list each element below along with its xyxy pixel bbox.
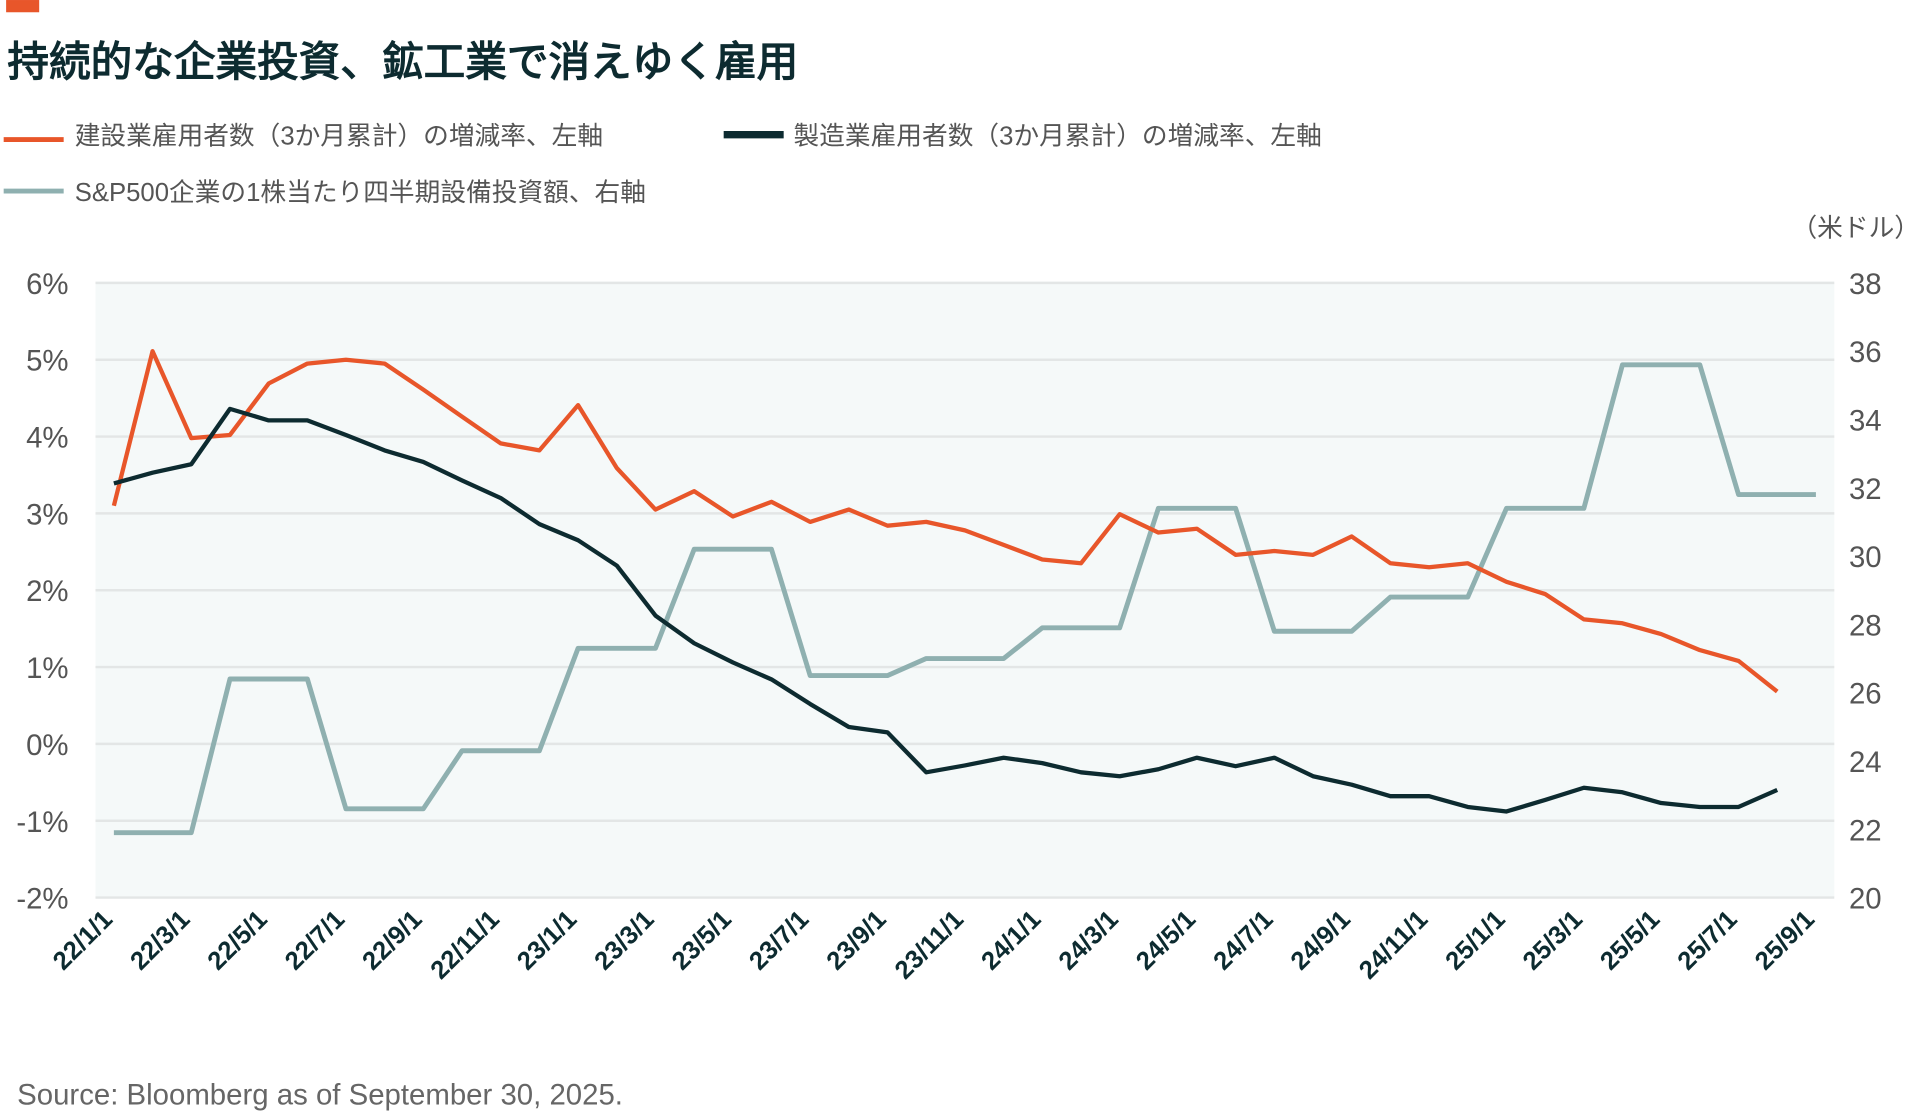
right-tick-label: 38: [1849, 268, 1882, 301]
series-line-construction: [111, 349, 1779, 694]
x-tick-label: 25/5/1: [1595, 905, 1665, 975]
x-axis: 22/1/1 22/3/1 22/5/1 22/7/1 22/9/122/11/1 23/…: [48, 905, 1820, 984]
x-tick-label: 25/7/1: [1672, 905, 1742, 975]
left-tick-label: 2%: [26, 575, 68, 608]
left-tick-label: 3%: [26, 498, 68, 531]
x-tick-label: 22/1/1: [48, 905, 118, 975]
x-tick-label: 23/9/1: [821, 905, 891, 975]
legend-label-construction: 建設業雇用者数（3か月累計）の増減率、左軸: [75, 122, 603, 151]
x-tick-label: 23/1/1: [512, 905, 582, 975]
x-tick-label: 23/11/1: [890, 905, 969, 984]
right-tick-label: 26: [1849, 678, 1882, 711]
left-axis: 6% 5% 4% 3% 2% 1% 0% -1% -2%: [16, 268, 68, 916]
accent-mark: [6, 0, 40, 13]
right-axis-unit: （米ドル）: [1791, 213, 1920, 242]
x-tick-label: 24/5/1: [1131, 905, 1201, 975]
left-tick-label: -1%: [16, 806, 68, 839]
x-tick-label: 23/3/1: [589, 905, 659, 975]
left-tick-label: 1%: [26, 652, 68, 685]
right-axis: 38 36 34 32 30 28 26 24 22 20: [1849, 268, 1882, 916]
left-tick-label: 5%: [26, 345, 68, 378]
x-tick-label: 25/3/1: [1518, 905, 1588, 975]
left-tick-label: -2%: [16, 883, 68, 916]
x-tick-label: 23/5/1: [667, 905, 737, 975]
legend-label-manufacturing: 製造業雇用者数（3か月累計）の増減率、左軸: [793, 122, 1321, 151]
legend-label-capex: S&P500企業の1株当たり四半期設備投資額、右軸: [75, 178, 646, 207]
x-tick-label: 24/3/1: [1054, 905, 1124, 975]
source-note: Source: Bloomberg as of September 30, 20…: [17, 1079, 623, 1112]
right-tick-label: 30: [1849, 541, 1882, 574]
x-tick-label: 23/7/1: [744, 905, 814, 975]
x-tick-label: 25/1/1: [1440, 905, 1510, 975]
left-tick-label: 0%: [26, 729, 68, 762]
gridlines: [95, 281, 1835, 899]
right-tick-label: 32: [1849, 473, 1882, 506]
right-tick-label: 34: [1849, 404, 1882, 437]
x-tick-label: 22/11/1: [426, 905, 505, 984]
chart-title: 持続的な企業投資、鉱工業で消えゆく雇用: [7, 38, 798, 85]
x-tick-label: 24/1/1: [976, 905, 1046, 975]
left-tick-label: 4%: [26, 422, 68, 455]
x-tick-label: 24/11/1: [1354, 905, 1433, 984]
right-tick-label: 20: [1849, 883, 1882, 916]
right-tick-label: 24: [1849, 746, 1882, 779]
series-line-manufacturing: [113, 406, 1779, 814]
right-tick-label: 36: [1849, 336, 1882, 369]
x-tick-label: 25/9/1: [1750, 905, 1820, 975]
legend: 建設業雇用者数（3か月累計）の増減率、左軸 製造業雇用者数（3か月累計）の増減率…: [3, 122, 1322, 207]
x-tick-label: 22/9/1: [357, 905, 427, 975]
right-tick-label: 22: [1849, 814, 1882, 847]
x-tick-label: 22/5/1: [203, 905, 273, 975]
x-tick-label: 24/7/1: [1208, 905, 1278, 975]
x-tick-label: 22/7/1: [280, 905, 350, 975]
x-tick-label: 22/3/1: [125, 905, 195, 975]
x-tick-label: 24/9/1: [1286, 905, 1356, 975]
right-tick-label: 28: [1849, 609, 1882, 642]
series-line-capex: [113, 362, 1816, 836]
series-lines: [111, 349, 1816, 836]
left-tick-label: 6%: [26, 268, 68, 301]
